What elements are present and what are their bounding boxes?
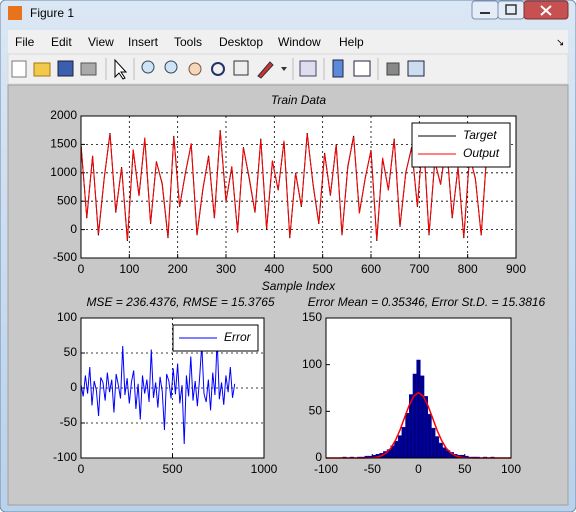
axes-box (80, 115, 517, 259)
histogram-bar (442, 447, 447, 459)
y-tick-label: 50 (64, 345, 78, 359)
x-tick-label: 100 (501, 462, 521, 476)
y-tick-label: 1500 (50, 137, 77, 151)
brush-icon[interactable] (257, 61, 274, 79)
y-tick-label: -500 (53, 250, 77, 264)
datacursor-icon[interactable] (233, 60, 249, 76)
app-icon (8, 6, 22, 20)
menu-item[interactable]: View (88, 35, 114, 49)
y-tick-label: 100 (302, 357, 322, 371)
y-tick-label: 1000 (50, 165, 77, 179)
menu-item[interactable]: Edit (51, 35, 72, 49)
x-tick-label: -100 (314, 462, 338, 476)
chart-title: Error Mean = 0.35346, Error St.D. = 15.3… (308, 295, 546, 309)
window-title: Figure 1 (30, 6, 74, 20)
pointer-icon[interactable] (114, 58, 128, 80)
histogram-bar (401, 426, 406, 459)
maximize-button[interactable] (497, 0, 525, 20)
y-tick-label: -50 (60, 415, 78, 429)
axes-box (325, 317, 512, 459)
menu-item[interactable]: Insert (128, 35, 159, 49)
menu-items: File Edit View Insert Tools Desktop Window Help (15, 35, 364, 49)
chart-title: MSE = 236.4376, RMSE = 15.3765 (86, 295, 274, 309)
histogram-bar (431, 427, 436, 459)
histogram-bar (420, 375, 425, 459)
menu-item[interactable]: Window (278, 35, 321, 49)
legend-label: Output (463, 146, 500, 160)
x-tick-label: 700 (409, 262, 429, 276)
histogram-bar (397, 435, 403, 459)
chart-title: Train Data (271, 93, 326, 107)
menu-item[interactable]: File (15, 35, 35, 49)
x-axis-label: Sample Index (262, 279, 336, 293)
y-tick-label: 0 (315, 450, 322, 464)
x-tick-label: 800 (458, 262, 478, 276)
histogram-bar (427, 413, 432, 459)
colorbar-icon[interactable] (332, 59, 344, 78)
x-tick-label: 400 (264, 262, 284, 276)
histogram-bar (394, 440, 399, 459)
legend-box (411, 122, 511, 168)
x-tick-label: 0 (78, 462, 85, 476)
histogram-bar (438, 442, 443, 459)
show-tools-icon[interactable] (407, 60, 425, 77)
x-tick-label: 50 (458, 462, 472, 476)
open-icon[interactable] (33, 62, 51, 77)
print-icon[interactable] (80, 62, 97, 76)
hide-tools-icon[interactable] (386, 62, 400, 76)
x-tick-label: 1000 (251, 462, 278, 476)
menu-item[interactable]: Tools (174, 35, 202, 49)
x-tick-label: 0 (415, 462, 422, 476)
new-icon[interactable] (11, 60, 27, 78)
toolbar-icons (11, 58, 425, 80)
x-tick-label: 900 (506, 262, 526, 276)
y-tick-label: 2000 (50, 108, 77, 122)
x-tick-label: 500 (313, 262, 333, 276)
menu-item[interactable]: Desktop (219, 35, 263, 49)
menu-bar (8, 30, 568, 54)
minimize-button[interactable] (471, 0, 499, 20)
legend-label: Target (463, 128, 497, 142)
histogram-bar (412, 373, 417, 459)
x-tick-label: 100 (119, 262, 139, 276)
data-line (80, 338, 236, 445)
y-tick-label: 0 (70, 222, 77, 236)
zoom-out-icon[interactable] (164, 60, 178, 74)
histogram-bar (434, 436, 440, 459)
brush-menu-arrow[interactable] (281, 67, 287, 71)
data-line (80, 131, 488, 240)
save-icon[interactable] (57, 60, 74, 77)
y-tick-label: 500 (57, 193, 77, 207)
y-tick-label: 50 (309, 404, 323, 418)
x-tick-label: 500 (162, 462, 182, 476)
legend-label: Error (224, 330, 252, 344)
histogram-bar (405, 412, 410, 459)
legend-icon[interactable] (353, 60, 371, 77)
y-tick-label: -100 (53, 450, 77, 464)
x-tick-label: 0 (78, 262, 85, 276)
x-tick-label: 600 (361, 262, 381, 276)
x-tick-label: 300 (216, 262, 236, 276)
x-tick-label: -50 (364, 462, 382, 476)
rotate-icon[interactable] (211, 62, 225, 76)
dock-arrow[interactable]: ↘ (556, 38, 564, 49)
x-tick-label: 200 (168, 262, 188, 276)
pan-icon[interactable] (188, 62, 202, 76)
zoom-in-icon[interactable] (141, 60, 155, 74)
maximize-glyph (505, 4, 517, 15)
y-tick-label: 100 (57, 310, 77, 324)
toolbar (7, 53, 569, 85)
y-tick-label: 0 (70, 380, 77, 394)
histogram-bar (416, 359, 421, 459)
menu-item[interactable]: Help (339, 35, 364, 49)
axes-box (80, 317, 265, 459)
y-tick-label: 150 (302, 310, 322, 324)
link-icon[interactable] (299, 60, 317, 77)
close-glyph (540, 5, 552, 16)
